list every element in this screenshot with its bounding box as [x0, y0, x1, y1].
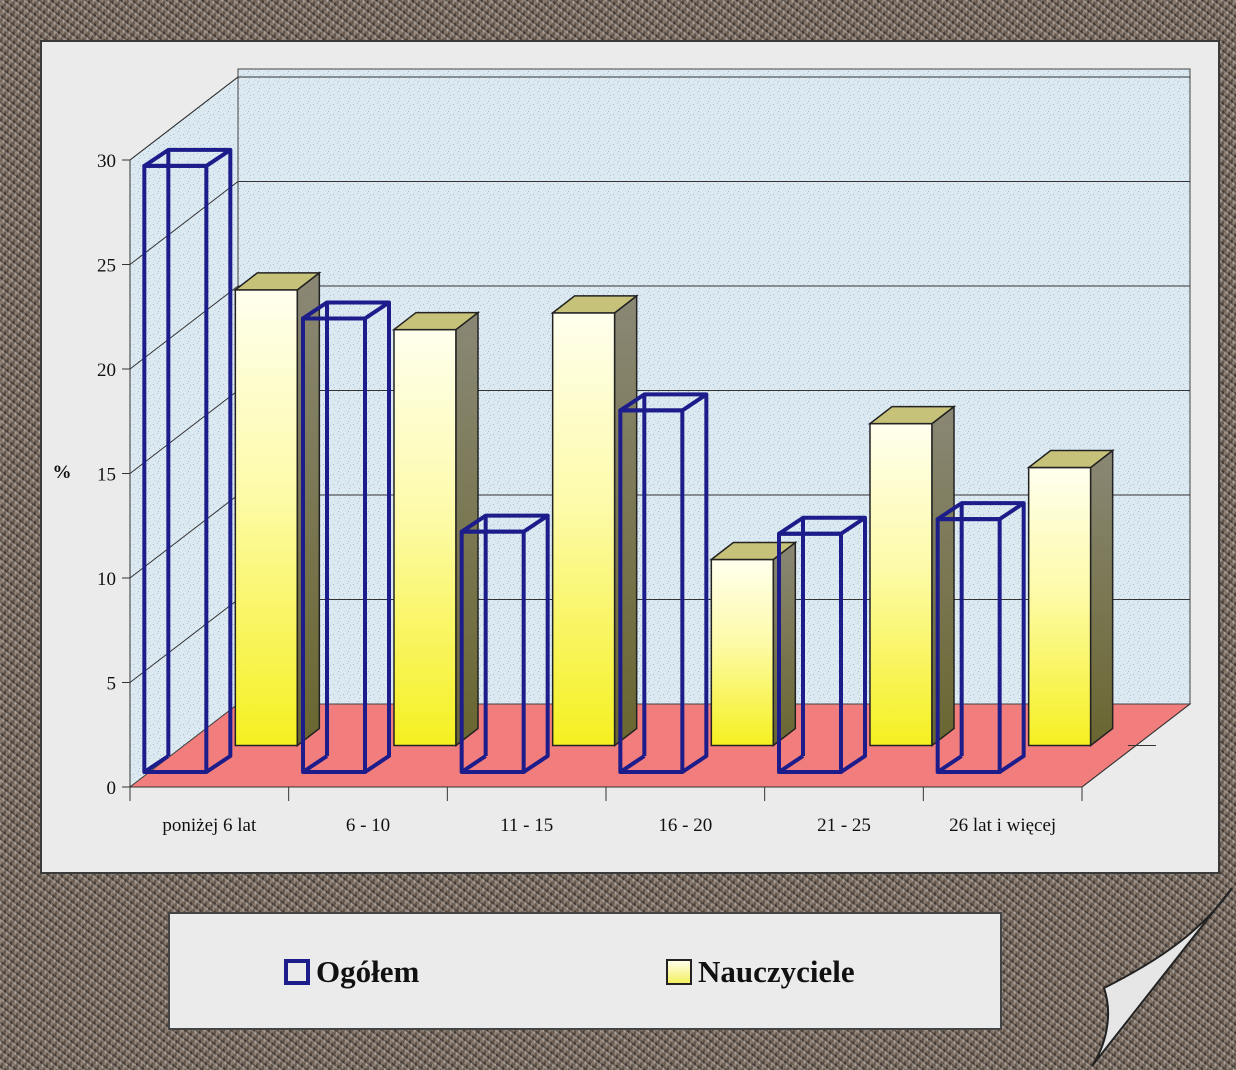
y-tick-label: 0 [107, 778, 117, 799]
bar-outline-floor [777, 754, 805, 774]
bar-front [551, 312, 616, 747]
legend-label-ogolem: Ogółem [316, 954, 420, 989]
bars [142, 147, 1115, 774]
bar-outline-side [205, 149, 233, 774]
y-tick-label: 20 [97, 360, 116, 381]
bar-side [772, 540, 797, 748]
bar-ogolem [459, 513, 550, 774]
bar-top [1026, 449, 1115, 469]
x-tick-label: 6 - 10 [346, 815, 390, 836]
x-tick-label: 21 - 25 [817, 815, 871, 836]
bar-top [391, 311, 481, 331]
x-tick-label: 11 - 15 [500, 815, 553, 836]
y-tick-label: 5 [107, 674, 117, 695]
chart-panel: 0 5 10 15 20 25 30 poniżej 6 lat 6 - 10 11 - 15 16… [40, 40, 1220, 874]
bar-front [710, 558, 775, 747]
bar-ogolem [777, 515, 867, 774]
bar-nauczyciele [709, 540, 798, 748]
gridline [129, 76, 1190, 161]
bar-outline-floor [619, 754, 646, 774]
bar-side [1089, 449, 1114, 748]
bar-side [931, 405, 955, 748]
y-tick-label: 25 [97, 256, 116, 277]
chart-svg: 0 5 10 15 20 25 30 poniżej 6 lat 6 - 10 11 - 15 16… [53, 68, 1192, 836]
legend-label-nauczyciele: Nauczyciele [698, 954, 855, 989]
legend-item-nauczyciele: Nauczyciele [666, 952, 855, 992]
y-tick-label: 10 [97, 569, 116, 590]
bar-top [233, 272, 322, 291]
y-tick-label: 15 [97, 465, 116, 486]
bar-side [296, 271, 321, 748]
bar-outline-side [998, 503, 1026, 774]
bar-front [1027, 466, 1092, 747]
bar-top [709, 541, 798, 561]
bar-nauczyciele [550, 294, 639, 748]
bar-outline-side [839, 517, 867, 774]
bar-front [869, 422, 933, 747]
page-curl-icon [1091, 888, 1233, 1067]
bar-nauczyciele [867, 405, 957, 748]
bar-front [393, 328, 457, 747]
bar-outline-side [681, 394, 709, 774]
legend-item-ogolem: Ogółem [284, 952, 419, 992]
bar-outline-top [142, 147, 233, 168]
bar-nauczyciele [233, 271, 322, 748]
legend-swatch-outline-icon [284, 959, 310, 985]
gridline [129, 181, 1190, 265]
y-axis-label: % [53, 462, 72, 483]
bar-front [234, 289, 299, 747]
bar-top [550, 295, 639, 314]
bar-ogolem [301, 300, 391, 774]
y-tick-label: 30 [97, 151, 116, 172]
bar-outline-side [363, 302, 391, 774]
axes: 0 5 10 15 20 25 30 poniżej 6 lat 6 - 10 11 - 15 16… [97, 151, 1083, 836]
x-tick-label: 16 - 20 [658, 815, 712, 836]
legend-swatch-filled-icon [666, 959, 692, 985]
bar-side [613, 294, 638, 748]
x-tick-label: poniżej 6 lat [162, 815, 257, 836]
bar-outline-floor [301, 754, 329, 774]
bar-ogolem [142, 147, 233, 774]
gridline [129, 285, 1190, 370]
bar-outline-floor [460, 754, 487, 774]
x-tick-label: 26 lat i więcej [949, 815, 1056, 836]
bar-ogolem [618, 392, 709, 774]
bar-outline-floor [936, 754, 963, 774]
bar-nauczyciele [1026, 449, 1115, 748]
bar-outline-side [522, 515, 550, 774]
legend: Ogółem Nauczyciele [168, 912, 1002, 1030]
bar-ogolem [935, 501, 1026, 774]
bar-top [867, 405, 957, 425]
bar-outline-floor [143, 754, 170, 774]
